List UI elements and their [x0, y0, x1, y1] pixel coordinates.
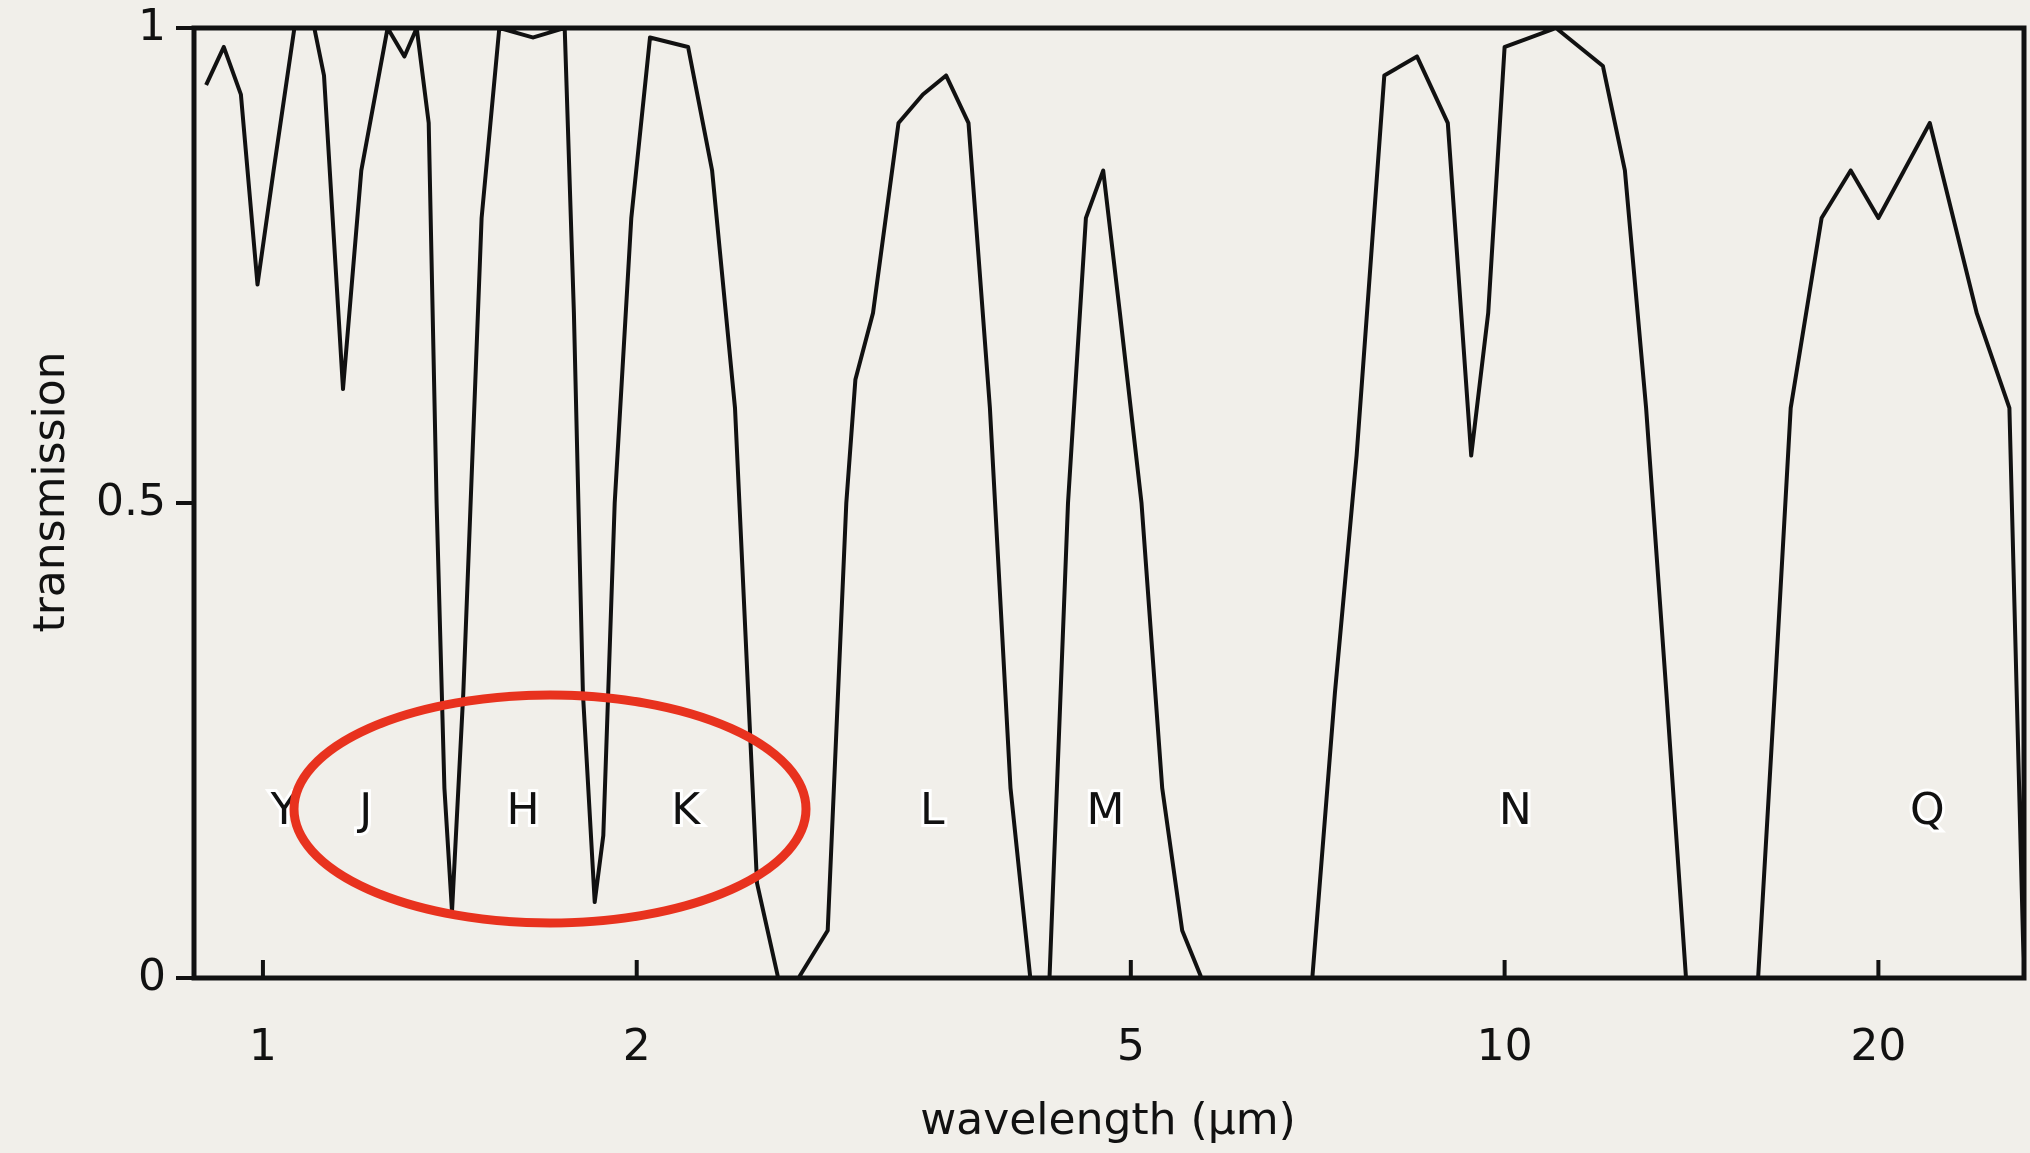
x-axis-label: wavelength (µm) [920, 1094, 1295, 1145]
band-label: N [1499, 784, 1532, 835]
band-label: L [920, 784, 945, 835]
highlight-ellipse [289, 690, 811, 928]
x-tick-label: 5 [1117, 1020, 1145, 1071]
x-tick-label: 10 [1477, 1020, 1533, 1071]
band-label: J [356, 784, 372, 835]
x-tick-label: 20 [1850, 1020, 1906, 1071]
y-axis-label: transmission [24, 351, 75, 632]
y-tick-label: 0 [138, 950, 166, 1001]
y-tick-label: 0.5 [96, 475, 166, 526]
band-label: K [671, 784, 701, 835]
band-label: Q [1910, 784, 1945, 835]
band-label: M [1086, 784, 1124, 835]
transmission-line [204, 26, 2026, 980]
band-label: H [507, 784, 540, 835]
x-tick-label: 2 [623, 1020, 651, 1071]
y-tick-label: 1 [138, 0, 166, 51]
x-tick-label: 1 [249, 1020, 277, 1071]
plot-frame [191, 25, 2027, 981]
